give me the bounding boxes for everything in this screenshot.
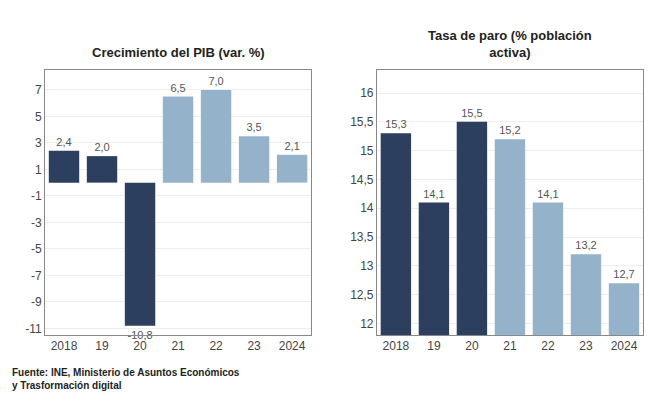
svg-text:13,5: 13,5 — [350, 230, 374, 244]
svg-text:Crecimiento del PIB (var. %): Crecimiento del PIB (var. %) — [92, 45, 265, 60]
svg-text:2018: 2018 — [51, 339, 78, 353]
svg-text:14,1: 14,1 — [423, 188, 444, 200]
svg-text:15: 15 — [360, 144, 374, 158]
svg-text:-5: -5 — [31, 242, 42, 256]
svg-text:12,7: 12,7 — [613, 268, 634, 280]
svg-text:Tasa de paro (% poblaciónactiv: Tasa de paro (% poblaciónactiva) — [428, 28, 592, 60]
svg-text:19: 19 — [95, 339, 109, 353]
svg-text:7: 7 — [35, 83, 42, 97]
svg-text:20: 20 — [133, 339, 147, 353]
svg-text:19: 19 — [427, 339, 441, 353]
svg-text:3,5: 3,5 — [246, 121, 261, 133]
svg-text:21: 21 — [503, 339, 517, 353]
svg-text:2018: 2018 — [383, 339, 410, 353]
svg-text:3: 3 — [35, 136, 42, 150]
svg-text:22: 22 — [209, 339, 223, 353]
svg-text:2,4: 2,4 — [56, 136, 71, 148]
svg-text:15,3: 15,3 — [385, 118, 406, 130]
svg-text:23: 23 — [247, 339, 261, 353]
svg-text:7,0: 7,0 — [208, 75, 223, 87]
svg-text:6,5: 6,5 — [170, 82, 185, 94]
svg-text:14,1: 14,1 — [537, 188, 558, 200]
svg-text:1: 1 — [35, 163, 42, 177]
svg-text:-3: -3 — [31, 216, 42, 230]
svg-text:15,2: 15,2 — [499, 124, 520, 136]
svg-text:-7: -7 — [31, 269, 42, 283]
svg-text:5: 5 — [35, 110, 42, 124]
svg-text:12: 12 — [360, 317, 374, 331]
svg-text:15,5: 15,5 — [461, 107, 482, 119]
svg-text:2,0: 2,0 — [94, 141, 109, 153]
svg-text:-10,8: -10,8 — [128, 329, 153, 341]
svg-text:14,5: 14,5 — [350, 173, 374, 187]
svg-text:13,2: 13,2 — [575, 239, 596, 251]
svg-text:20: 20 — [465, 339, 479, 353]
svg-text:2024: 2024 — [611, 339, 638, 353]
svg-text:23: 23 — [579, 339, 593, 353]
svg-text:-1: -1 — [31, 189, 42, 203]
svg-text:12,5: 12,5 — [350, 288, 374, 302]
svg-text:-9: -9 — [31, 295, 42, 309]
svg-text:22: 22 — [541, 339, 555, 353]
svg-text:Fuente: INE, Ministerio de Asu: Fuente: INE, Ministerio de Asuntos Econó… — [12, 367, 240, 391]
svg-text:2,1: 2,1 — [284, 140, 299, 152]
svg-text:14: 14 — [360, 201, 374, 215]
svg-text:2024: 2024 — [279, 339, 306, 353]
svg-text:15,5: 15,5 — [350, 115, 374, 129]
svg-text:13: 13 — [360, 259, 374, 273]
svg-text:-11: -11 — [25, 322, 42, 336]
svg-text:21: 21 — [171, 339, 185, 353]
svg-text:16: 16 — [360, 86, 374, 100]
